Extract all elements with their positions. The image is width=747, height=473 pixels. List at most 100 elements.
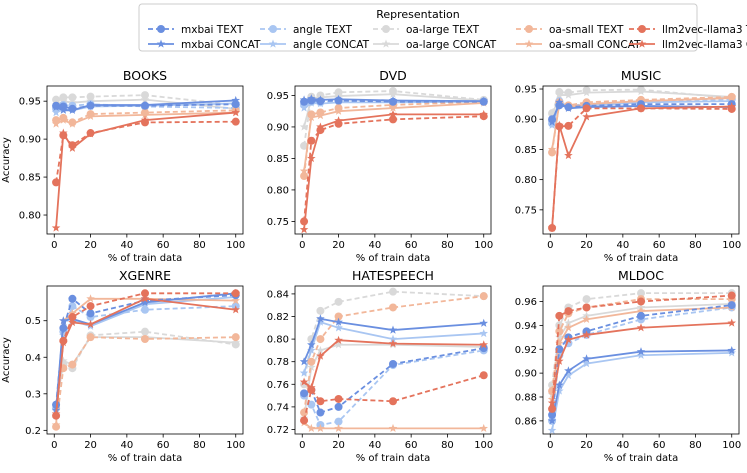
x-tick-label: 100	[226, 440, 245, 451]
data-point	[727, 345, 737, 355]
legend-marker	[381, 39, 391, 48]
y-tick-label: 0.90	[267, 122, 289, 133]
data-point	[727, 291, 736, 300]
data-point	[334, 94, 343, 103]
data-point	[479, 109, 489, 118]
y-tick-label: 0.80	[267, 335, 289, 346]
data-point	[231, 305, 241, 314]
y-tick-label: 0.85	[515, 145, 537, 156]
data-point	[140, 95, 150, 104]
data-point	[231, 289, 240, 298]
series-llm2vec-llama3-text	[52, 117, 240, 187]
x-axis-label: % of train data	[356, 453, 430, 464]
data-point	[68, 143, 77, 152]
data-point	[299, 166, 309, 175]
panel-title: HATESPEECH	[352, 268, 434, 283]
y-axis-label: Accuracy	[1, 337, 12, 383]
data-point	[388, 339, 398, 348]
data-point	[564, 103, 573, 112]
x-tick-label: 40	[120, 440, 133, 451]
x-tick-label: 0	[547, 240, 553, 251]
data-point	[68, 360, 77, 369]
x-tick-label: 40	[616, 240, 629, 251]
series-line	[551, 107, 732, 229]
data-point	[582, 303, 591, 312]
data-point	[86, 333, 95, 342]
series-line	[55, 103, 236, 110]
data-point	[582, 359, 591, 368]
x-tick-label: 0	[299, 240, 305, 251]
data-point	[59, 316, 68, 325]
data-point	[52, 178, 61, 187]
data-point	[637, 311, 645, 320]
data-point	[564, 366, 573, 375]
series-oa-small-concat	[51, 294, 241, 429]
data-point	[316, 111, 325, 120]
series-oa-small-text	[52, 333, 240, 431]
data-point	[307, 112, 316, 122]
data-point	[307, 400, 316, 409]
data-point	[555, 332, 564, 341]
panel-music: MUSIC 0 20 40 60 80 100 % of train data 0.75 0.80…	[515, 68, 742, 264]
series-line	[551, 103, 732, 120]
plot-area	[51, 91, 241, 232]
series-mxbai-concat	[299, 314, 489, 366]
data-point	[727, 301, 736, 310]
data-point	[231, 108, 241, 117]
data-point	[299, 368, 309, 377]
y-tick-label: 0.78	[267, 357, 289, 368]
data-point	[388, 109, 398, 118]
legend-entry-mxbai-text: mxbai TEXT	[148, 24, 244, 36]
series-llm2vec-llama3-concat	[299, 335, 489, 392]
data-point	[68, 93, 77, 102]
data-point	[637, 289, 645, 298]
series-line	[303, 374, 484, 421]
series-oa-large-concat	[51, 332, 241, 413]
data-point	[307, 136, 316, 145]
data-point	[316, 397, 325, 406]
series-oa-small-concat	[299, 418, 489, 432]
data-point	[51, 223, 61, 232]
data-point	[299, 357, 309, 366]
series-line	[55, 109, 236, 124]
data-point	[582, 330, 591, 339]
x-tick-label: 80	[441, 240, 454, 251]
y-tick-label: 0.2	[25, 426, 41, 437]
data-point	[68, 313, 77, 322]
series-mxbai-concat	[547, 345, 737, 425]
series-oa-small-text	[300, 292, 488, 417]
data-point	[547, 416, 557, 425]
plot-area	[299, 287, 489, 432]
data-point	[547, 144, 557, 154]
data-point	[68, 105, 77, 114]
data-point	[636, 103, 646, 112]
data-point	[140, 100, 150, 109]
data-point	[564, 371, 573, 380]
data-point	[316, 335, 325, 344]
data-point	[316, 423, 325, 432]
x-tick-label: 40	[120, 240, 133, 251]
data-point	[316, 317, 325, 326]
x-axis: 0 20 40 60 80 100	[51, 434, 245, 451]
data-point	[479, 340, 489, 349]
legend-entry-oa-large-text: oa-large TEXT	[373, 24, 480, 36]
data-point	[316, 408, 325, 417]
data-point	[307, 362, 316, 371]
series-line	[551, 100, 732, 123]
data-point	[307, 340, 316, 349]
data-point	[86, 319, 95, 329]
series-line	[551, 306, 732, 421]
series-line	[303, 115, 484, 222]
data-point	[564, 318, 573, 327]
data-point	[307, 94, 316, 103]
data-point	[299, 103, 309, 112]
data-point	[316, 345, 325, 355]
panel-mldoc: MLDOC 0 20 40 60 80 100 % of train data 0.86 0.88…	[515, 268, 742, 464]
panel-books: BOOKS 0 20 40 60 80 100 % of train data 0.80 0.85…	[1, 68, 245, 264]
series-line	[551, 294, 732, 410]
y-tick-label: 0.95	[267, 91, 289, 102]
y-axis: 0.75 0.80 0.85 0.90 0.95	[267, 91, 295, 228]
panel-title: MUSIC	[621, 68, 662, 83]
legend-marker	[524, 39, 534, 48]
